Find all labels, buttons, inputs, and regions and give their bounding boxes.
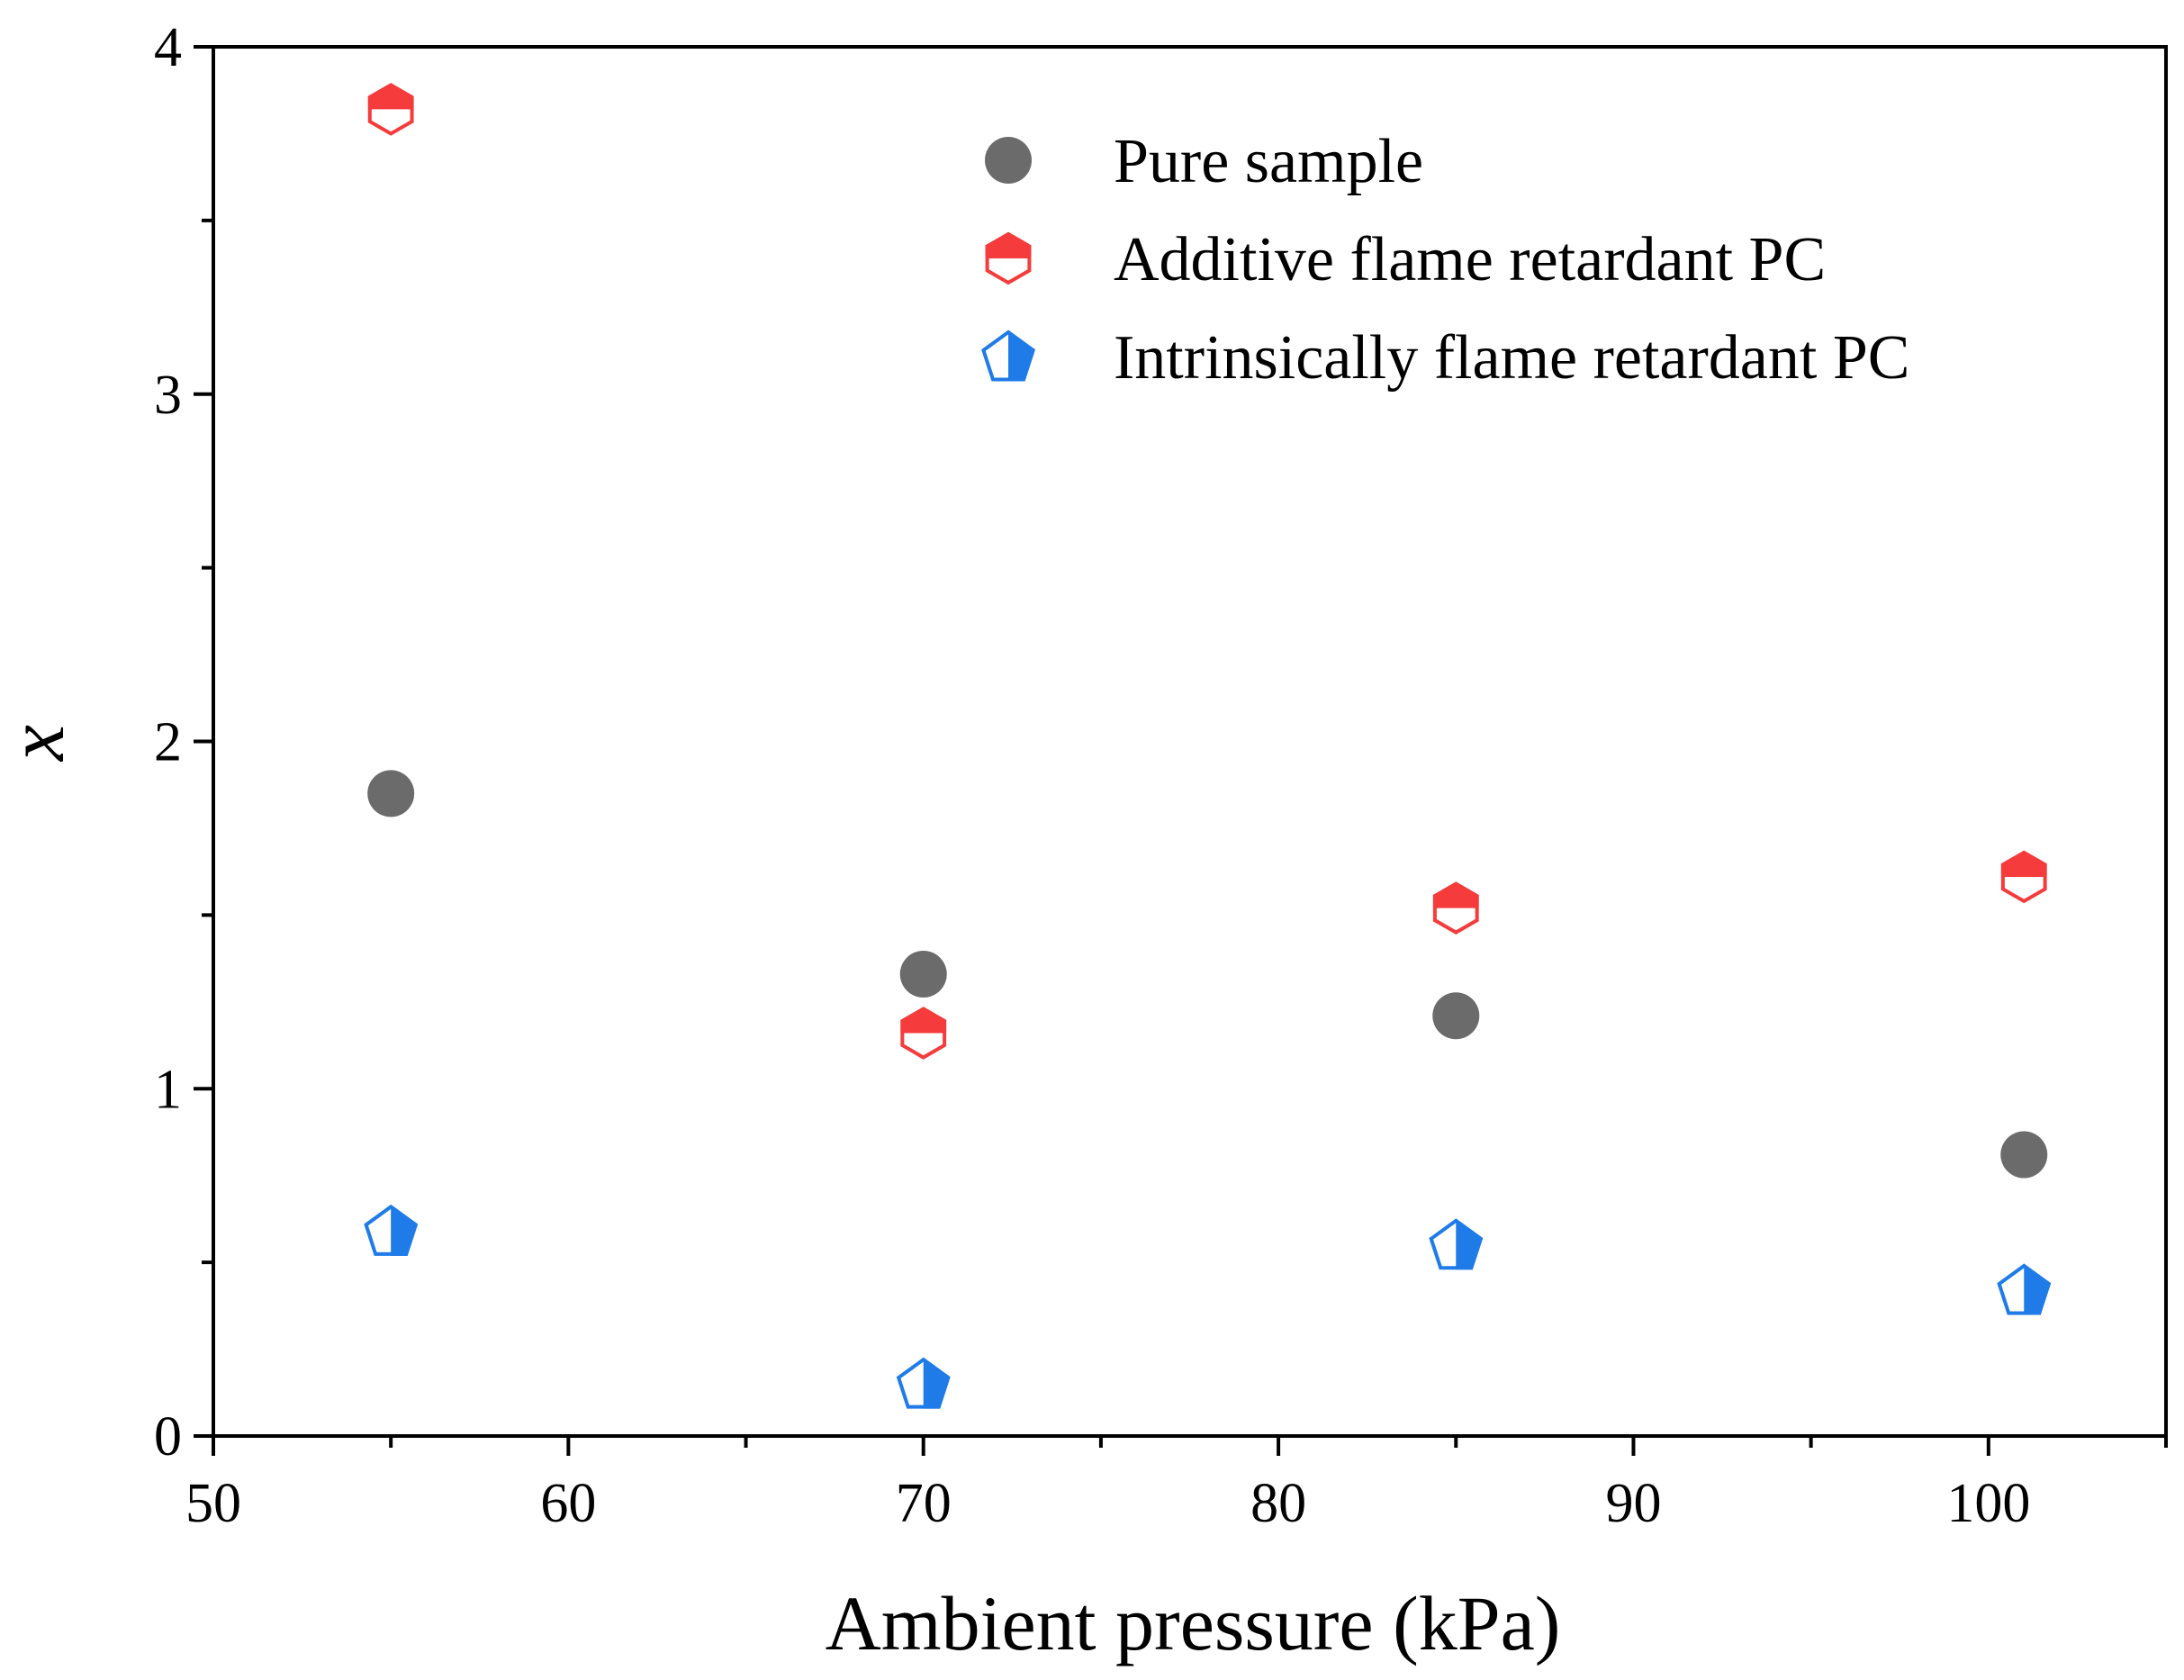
data-point-additive-flame-retardant-pc: [367, 83, 414, 136]
marker-hexagon-fill: [1432, 881, 1479, 908]
data-point-pure-sample: [367, 770, 415, 817]
data-point-pure-sample: [1432, 992, 1480, 1040]
tick-marks: [194, 45, 2168, 1456]
x-tick-label: 90: [1605, 1473, 1661, 1534]
marker-hexagon-fill: [900, 1007, 947, 1034]
marker-pentagon-fill: [1008, 330, 1035, 382]
legend-label: Additive flame retardant PC: [1114, 225, 1826, 294]
marker-pentagon-fill: [391, 1204, 419, 1256]
data-point-intrinsically-flame-retardant-pc: [1429, 1218, 1484, 1270]
marker-pentagon-fill: [923, 1357, 951, 1409]
y-tick-label: 3: [154, 365, 182, 426]
legend-marker: [985, 137, 1032, 184]
data-point-additive-flame-retardant-pc: [1432, 881, 1479, 935]
data-point-intrinsically-flame-retardant-pc: [896, 1357, 951, 1409]
marker-hexagon-fill: [985, 231, 1032, 258]
legend-marker: [985, 231, 1032, 285]
data-point-additive-flame-retardant-pc: [2000, 850, 2047, 904]
marker-pentagon-fill: [2024, 1263, 2052, 1315]
legend-label: Pure sample: [1114, 127, 1423, 196]
x-axis-title: Ambient pressure (kPa): [826, 1580, 1561, 1666]
y-tick-label: 1: [154, 1059, 182, 1120]
marker-circle: [899, 950, 947, 998]
data-point-pure-sample: [899, 950, 947, 998]
marker-circle: [1432, 992, 1480, 1040]
data-points: [364, 83, 2052, 1409]
marker-hexagon-fill: [2000, 850, 2047, 877]
data-point-intrinsically-flame-retardant-pc: [364, 1204, 419, 1256]
x-tick-label: 60: [540, 1473, 596, 1534]
x-tick-label: 70: [896, 1473, 952, 1534]
x-tick-label: 100: [1946, 1473, 2030, 1534]
x-tick-label: 50: [185, 1473, 241, 1534]
legend: Pure sample Additive flame retardant PC In…: [981, 127, 1909, 393]
marker-circle: [367, 770, 415, 817]
x-tick-label: 80: [1250, 1473, 1306, 1534]
data-point-pure-sample: [2000, 1131, 2048, 1179]
y-tick-label: 0: [154, 1406, 182, 1468]
data-point-intrinsically-flame-retardant-pc: [1997, 1263, 2052, 1315]
marker-pentagon-fill: [1456, 1218, 1484, 1270]
y-tick-label: 2: [154, 712, 182, 773]
tick-labels: 50 60 70 80 90 100 0 1 2 3 4: [154, 17, 2030, 1534]
marker-hexagon-fill: [367, 83, 414, 110]
marker-circle: [985, 137, 1032, 184]
y-tick-label: 4: [154, 17, 182, 78]
legend-label: Intrinsically flame retardant PC: [1114, 323, 1909, 393]
y-axis-title: x: [0, 725, 81, 763]
legend-marker: [981, 330, 1035, 382]
marker-circle: [2000, 1131, 2048, 1179]
data-point-additive-flame-retardant-pc: [900, 1007, 947, 1060]
